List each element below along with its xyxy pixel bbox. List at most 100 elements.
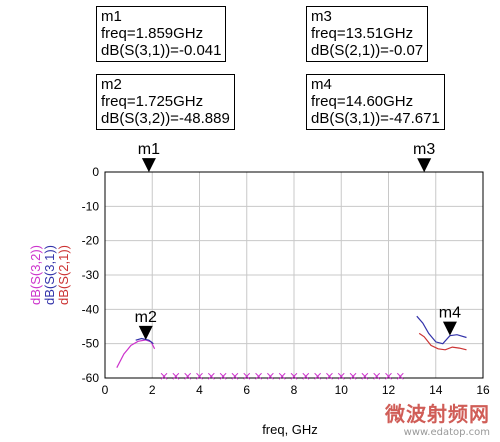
watermark-url: www.edatop.com (403, 427, 490, 438)
floor-mark-stroke (184, 372, 192, 380)
y-tick-label: 0 (92, 165, 99, 179)
floor-mark (207, 372, 215, 380)
x-tick-label: 6 (243, 383, 250, 397)
floor-mark (267, 372, 274, 380)
marker-label: m4 (439, 305, 461, 322)
marker-m4-value: dB(S(3,1))=-47.671 (311, 110, 440, 127)
series-line (135, 337, 154, 345)
floor-mark-stroke (326, 372, 333, 380)
marker-triangles: m1 m2 m3 m4 (135, 141, 461, 340)
floor-mark (196, 372, 203, 380)
floor-mark (255, 372, 262, 380)
watermark-logo-text: 微波射频网 (385, 402, 490, 426)
marker-m2-freq: freq=1.725GHz (101, 93, 204, 110)
marker-m1-name: m1 (101, 8, 122, 25)
floor-mark-stroke (172, 372, 180, 380)
floor-mark (278, 372, 286, 380)
floor-mark (396, 372, 404, 380)
floor-mark (314, 372, 321, 380)
floor-mark-stroke (207, 372, 215, 380)
y-tick-label: -20 (82, 234, 100, 248)
floor-mark (349, 372, 357, 380)
y-axis-label: dB(S(3,2))dB(S(3,1))dB(S(2,1)) (28, 245, 71, 305)
marker-label: m1 (138, 141, 160, 158)
marker-m1-freq: freq=1.859GHz (101, 25, 204, 42)
floor-mark-stroke (219, 372, 227, 380)
series-lines (116, 315, 467, 368)
floor-mark-stroke (196, 372, 203, 380)
x-tick-label: 0 (102, 383, 109, 397)
floor-mark (160, 372, 168, 380)
floor-mark (184, 372, 192, 380)
series-line (416, 315, 467, 345)
marker-label: m3 (413, 141, 435, 158)
grid (105, 172, 483, 378)
x-tick-label: 2 (149, 383, 156, 397)
floor-mark (243, 372, 251, 380)
marker-m3-value: dB(S(2,1))=-0.07 (311, 42, 424, 59)
floor-mark (302, 372, 310, 380)
x-tick-label: 10 (335, 383, 349, 397)
floor-marks (160, 372, 404, 380)
marker-triangle (141, 158, 156, 173)
floor-mark-stroke (278, 372, 286, 380)
y-tick-label: -50 (82, 337, 100, 351)
y-tick-label: -60 (82, 371, 100, 385)
x-tick-label: 8 (291, 383, 298, 397)
floor-mark (219, 372, 227, 380)
floor-mark (361, 372, 369, 380)
floor-mark-stroke (231, 372, 239, 380)
marker-m4-name: m4 (311, 76, 332, 93)
floor-mark-stroke (396, 372, 404, 380)
marker-m2-name: m2 (101, 76, 122, 93)
plot-frame (104, 171, 484, 379)
floor-mark-stroke (243, 372, 251, 380)
floor-mark (337, 372, 345, 380)
marker-m2-value: dB(S(3,2))=-48.889 (101, 110, 230, 127)
floor-mark (172, 372, 180, 380)
marker-m4-freq: freq=14.60GHz (311, 93, 414, 110)
marker-box-m1: m1 freq=1.859GHz dB(S(3,1))=-0.041 (96, 6, 227, 62)
series-line (418, 332, 467, 351)
floor-mark (373, 372, 381, 380)
floor-mark-stroke (267, 372, 274, 380)
x-tick-label: 12 (382, 383, 396, 397)
marker-triangle (138, 325, 153, 340)
floor-mark (385, 372, 392, 380)
floor-mark-stroke (160, 372, 168, 380)
marker-triangle (442, 321, 457, 336)
marker-m3-name: m3 (311, 8, 332, 25)
floor-mark (326, 372, 333, 380)
y-tick-label: -10 (82, 199, 100, 213)
floor-mark (231, 372, 239, 380)
floor-mark-stroke (255, 372, 262, 380)
x-axis-label: freq, GHz (262, 422, 318, 437)
marker-box-m2: m2 freq=1.725GHz dB(S(3,2))=-48.889 (96, 74, 235, 130)
x-tick-label: 14 (429, 383, 443, 397)
marker-box-m3: m3 freq=13.51GHz dB(S(2,1))=-0.07 (306, 6, 429, 62)
marker-triangle (417, 158, 432, 173)
marker-box-m4: m4 freq=14.60GHz dB(S(3,1))=-47.671 (306, 74, 445, 130)
y-tick-label: -30 (82, 268, 100, 282)
tick-labels: 0 2 4 6 8 10 12 14 16 0 -10 -20 -30 -40 -50 -60 (82, 165, 490, 397)
floor-mark (290, 372, 298, 380)
y-tick-label: -40 (82, 302, 100, 316)
y-axis-label-part: dB(S(3,2)) (28, 245, 43, 305)
marker-m1-value: dB(S(3,1))=-0.041 (101, 42, 222, 59)
x-tick-label: 4 (196, 383, 203, 397)
floor-mark-stroke (290, 372, 298, 380)
floor-mark-stroke (314, 372, 321, 380)
floor-mark-stroke (302, 372, 310, 380)
watermark: 微波射频网 www.edatop.com (385, 398, 490, 438)
x-tick-label: 16 (476, 383, 490, 397)
floor-mark-stroke (349, 372, 357, 380)
floor-mark-stroke (373, 372, 381, 380)
floor-mark-stroke (361, 372, 369, 380)
floor-mark-stroke (337, 372, 345, 380)
y-axis-label-part: dB(S(3,1)) (42, 245, 57, 305)
y-axis-label-part: dB(S(2,1)) (56, 245, 71, 305)
floor-mark-stroke (385, 372, 392, 380)
marker-label: m2 (135, 309, 157, 326)
marker-m3-freq: freq=13.51GHz (311, 25, 414, 42)
